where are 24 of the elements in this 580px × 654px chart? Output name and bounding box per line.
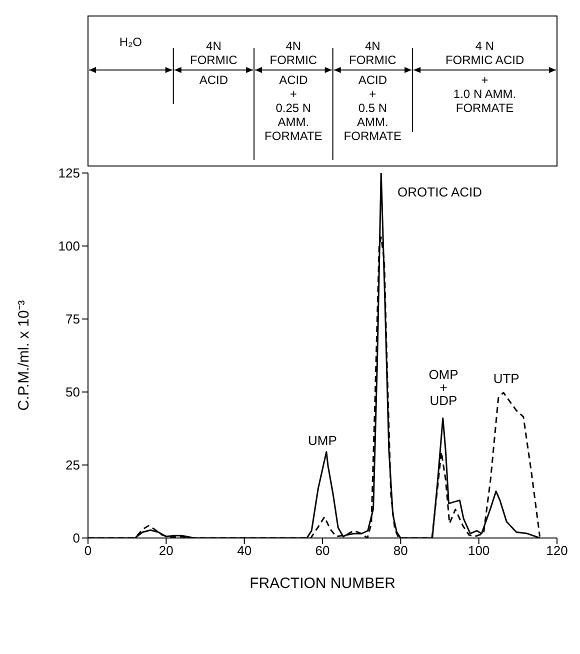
y-tick-label: 0 [72, 530, 80, 546]
x-tick-label: 40 [237, 543, 252, 558]
text: H₂O [119, 35, 142, 49]
x-tick-label: 20 [158, 543, 174, 558]
annotation: UTP [493, 370, 520, 386]
y-axis-title: C.P.M./ml. x 10⁻³ [15, 300, 32, 411]
text: 4 N FORMIC ACID + 1.0 N AMM. FORMATE [445, 39, 524, 115]
y-tick-label: 100 [58, 238, 80, 254]
text: 4N FORMIC ACID [190, 39, 238, 87]
text: 4N FORMIC ACID + 0.25 N AMM. FORMATE [264, 39, 322, 143]
y-tick-label: 75 [66, 312, 80, 327]
y-tick-label: 50 [66, 384, 80, 400]
x-axis-title: FRACTION NUMBER [250, 575, 396, 592]
x-tick-label: 100 [468, 543, 490, 558]
x-tick-label: 0 [84, 543, 92, 558]
annotation: OROTIC ACID [398, 184, 482, 200]
text: 4N FORMIC ACID + 0.5 N AMM. FORMATE [344, 39, 402, 143]
y-tick-label: 125 [58, 166, 80, 181]
annotation: UMP [308, 432, 337, 448]
x-tick-label: 120 [546, 543, 568, 558]
x-tick-label: 60 [315, 543, 330, 558]
x-tick-label: 80 [393, 543, 408, 558]
annotation: OMP + UDP [428, 367, 458, 408]
y-tick-label: 25 [66, 458, 80, 473]
